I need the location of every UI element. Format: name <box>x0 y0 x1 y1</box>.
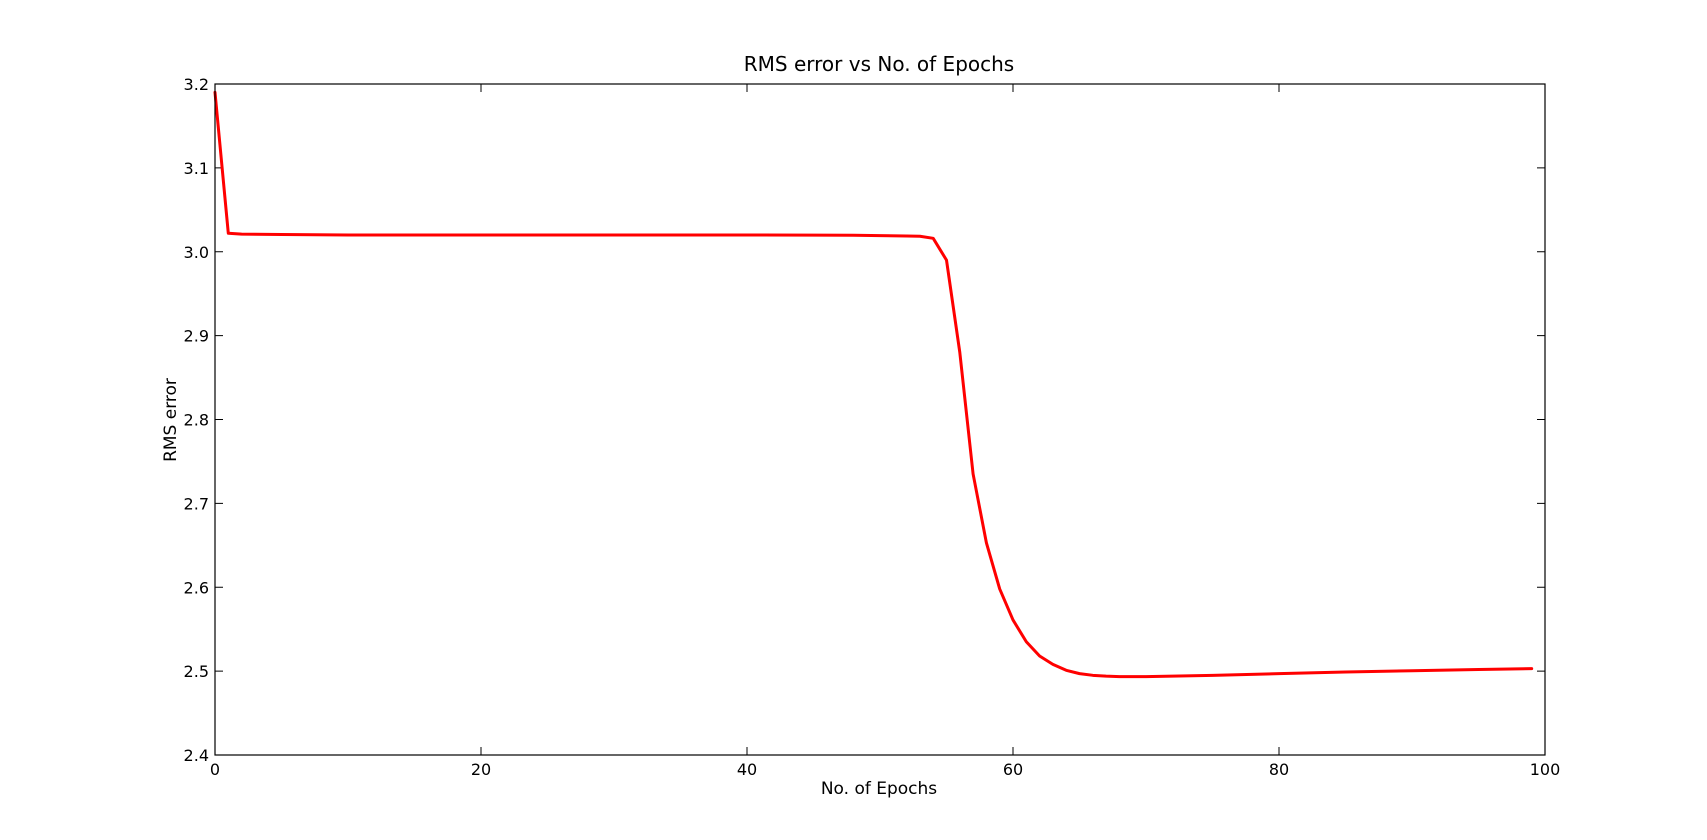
x-axis-title: No. of Epochs <box>821 779 937 799</box>
x-tick-label: 0 <box>210 760 220 779</box>
y-axis-title: RMS error <box>161 378 181 462</box>
x-tick-label: 40 <box>737 760 757 779</box>
y-tick-label: 2.9 <box>184 327 209 346</box>
ticks-layer: 0 20 40 60 80 100 2.4 2.5 2.6 2.7 2.8 2.9 3.0 3.1 3.2 <box>184 75 1561 779</box>
y-tick-label: 2.5 <box>184 662 209 681</box>
chart-title: RMS error vs No. of Epochs <box>744 52 1014 76</box>
y-tick-label: 2.7 <box>184 494 209 513</box>
y-tick-label: 2.4 <box>184 746 209 765</box>
series-line <box>213 90 1534 679</box>
x-tick-label: 60 <box>1003 760 1023 779</box>
y-tick-label: 2.8 <box>184 411 209 430</box>
x-tick-label: 80 <box>1269 760 1289 779</box>
y-tick-label: 3.2 <box>184 75 209 94</box>
y-tick-label: 2.6 <box>184 578 209 597</box>
plot-area-frame <box>214 83 1546 756</box>
x-tick-label: 100 <box>1530 760 1561 779</box>
y-tick-label: 3.1 <box>184 159 209 178</box>
data-layer <box>213 90 1534 679</box>
y-tick-label: 3.0 <box>184 243 209 262</box>
x-tick-label: 20 <box>471 760 491 779</box>
